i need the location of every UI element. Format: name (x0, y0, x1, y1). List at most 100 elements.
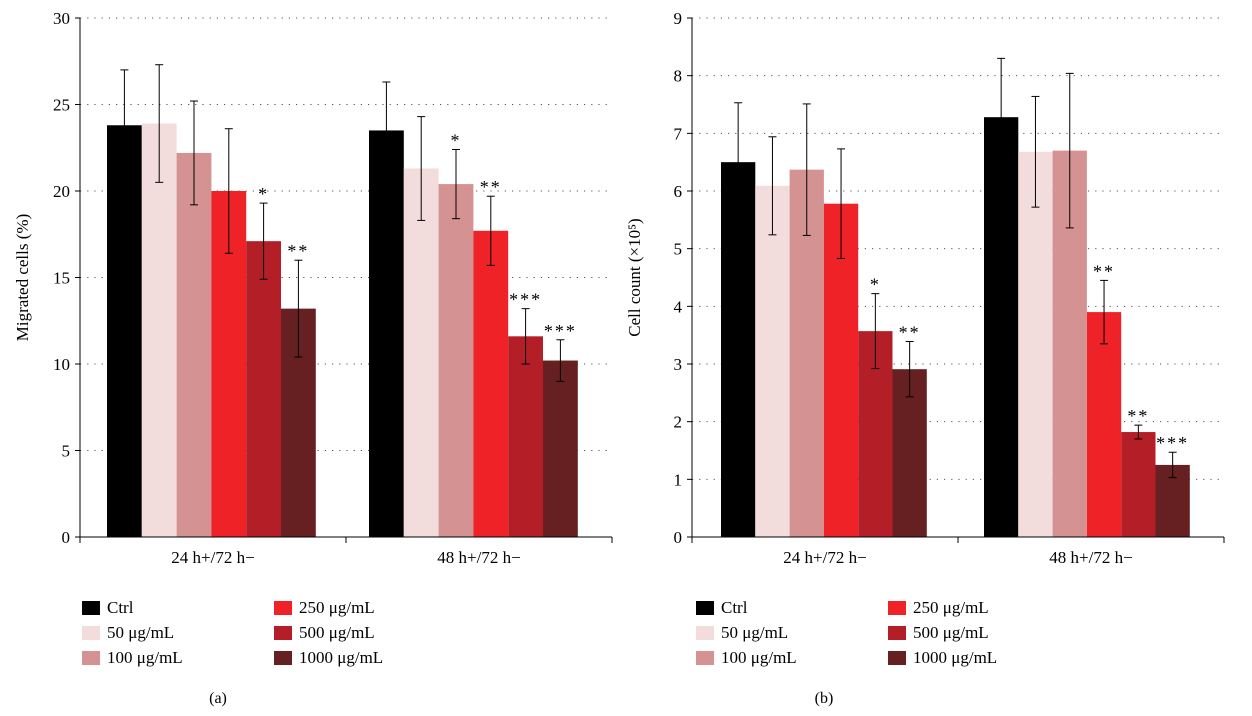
bar-a-g0-s1 (141, 123, 177, 537)
significance-label-b-g0-s5: ** (899, 323, 921, 343)
error-bar-a-g0-s5 (294, 259, 303, 358)
legend-label: 1000 μg/mL (913, 648, 998, 667)
error-bar-b-g0-s1 (768, 136, 777, 236)
bar-a-g1-s3 (473, 230, 509, 538)
legend-label: 100 μg/mL (107, 648, 183, 667)
legend-label: 500 μg/mL (299, 623, 375, 642)
y-tick-label-a-4: 20 (53, 182, 70, 201)
legend-label: 1000 μg/mL (299, 648, 384, 667)
y-tick-label-a-0: 0 (62, 528, 71, 547)
y-tick-label-b-4: 4 (674, 297, 683, 316)
legend-swatch (274, 626, 292, 640)
x-category-label-a-0: 24 h+/72 h− (171, 548, 254, 567)
legend-swatch (888, 626, 906, 640)
error-bar-b-g1-s4 (1134, 424, 1143, 440)
error-bar-a-g0-s0 (120, 69, 129, 182)
error-bar-b-g0-s2 (802, 103, 811, 236)
y-tick-label-b-5: 5 (674, 240, 683, 259)
bar-b-g1-s1 (1018, 151, 1053, 537)
legend-swatch (696, 626, 714, 640)
x-category-label-a-1: 48 h+/72 h− (437, 548, 520, 567)
error-bar-a-g0-s1 (155, 64, 164, 183)
bar-a-g1-s2 (438, 184, 474, 537)
legend-swatch (82, 601, 100, 615)
y-axis-title-b: Cell count (×10⁵) (626, 218, 644, 336)
significance-label-a-g0-s5: ** (287, 241, 309, 261)
legend-swatch (82, 626, 100, 640)
error-bar-a-g1-s5 (556, 339, 565, 382)
error-bar-b-g1-s2 (1065, 72, 1074, 229)
error-bar-a-g0-s3 (224, 128, 233, 254)
y-tick-label-b-2: 2 (674, 413, 683, 432)
legend-label: 250 μg/mL (299, 598, 375, 617)
error-bar-a-g1-s1 (417, 116, 426, 221)
error-bar-a-g1-s2 (452, 148, 460, 220)
bar-a-g0-s0 (107, 125, 142, 537)
y-tick-label-b-0: 0 (674, 528, 683, 547)
chart-panel-a: * ** * *** ** *** 0 5 10 15 20 25 30 24 h+/72 h− 48 h+… (13, 9, 613, 707)
legend-swatch (888, 651, 906, 665)
panel-caption-a: (a) (209, 690, 227, 707)
bar-b-g0-s1 (755, 185, 790, 537)
bar-b-g0-s0 (721, 162, 756, 537)
significance-label-a-g1-s4: *** (509, 290, 542, 310)
legend-label: 50 μg/mL (721, 623, 789, 642)
y-tick-label-a-3: 15 (53, 269, 70, 288)
y-tick-label-b-3: 3 (674, 355, 683, 374)
error-bar-b-g0-s4 (871, 293, 880, 370)
y-axis-title-a: Migrated cells (%) (13, 214, 32, 341)
bar-a-g1-s5 (543, 360, 578, 537)
y-tick-label-b-1: 1 (674, 470, 683, 489)
y-tick-label-b-6: 6 (674, 182, 683, 201)
legend-label: 100 μg/mL (721, 648, 797, 667)
y-tick-label-b-8: 8 (674, 67, 683, 86)
y-tick-label-b-7: 7 (674, 124, 683, 143)
x-category-label-b-1: 48 h+/72 h− (1049, 548, 1132, 567)
error-bar-b-g0-s3 (837, 148, 846, 259)
error-bar-a-g1-s4 (521, 308, 530, 365)
significance-label-a-g1-s3: ** (480, 177, 502, 197)
error-bar-a-g1-s0 (382, 81, 391, 180)
bar-a-g0-s2 (176, 152, 212, 537)
legend-swatch (696, 601, 714, 615)
legend-label: Ctrl (721, 598, 748, 617)
error-bar-b-g1-s1 (1031, 95, 1040, 208)
bar-b-g1-s0 (984, 117, 1019, 537)
bar-b-g1-s3 (1086, 312, 1122, 537)
legend-label: Ctrl (107, 598, 134, 617)
significance-label-a-g1-s5: *** (544, 321, 577, 341)
legend-swatch (274, 651, 292, 665)
y-tick-label-b-9: 9 (674, 9, 683, 28)
error-bar-a-g1-s3 (486, 195, 495, 266)
error-bar-a-g0-s2 (190, 100, 198, 206)
legend-label: 500 μg/mL (913, 623, 989, 642)
significance-label-b-g1-s5: *** (1156, 433, 1189, 453)
y-tick-label-a-6: 30 (53, 9, 70, 28)
error-bar-b-g1-s0 (997, 57, 1006, 177)
legend-swatch (274, 601, 292, 615)
error-bar-b-g1-s5 (1168, 451, 1177, 479)
error-bar-b-g0-s5 (905, 341, 914, 398)
error-bar-b-g0-s0 (734, 102, 743, 223)
y-tick-label-a-2: 10 (53, 355, 70, 374)
y-tick-label-a-5: 25 (53, 96, 70, 115)
significance-label-b-g1-s3: ** (1093, 261, 1115, 281)
error-bar-a-g0-s4 (259, 202, 268, 280)
chart-panel-b: ** * ** ** *** 0 1 2 3 4 5 6 7 8 9 24 h+/72 h− 48 h+/72 … (626, 0, 1252, 716)
legend-label: 250 μg/mL (913, 598, 989, 617)
bar-b-g0-s3 (823, 203, 859, 538)
error-bar-b-g1-s3 (1100, 279, 1109, 345)
bar-b-g1-s4 (1121, 432, 1156, 537)
significance-label-b-g1-s4: ** (1127, 406, 1149, 426)
panel-caption-b: (b) (814, 690, 834, 707)
x-category-label-b-0: 24 h+/72 h− (783, 548, 866, 567)
bar-a-g1-s1 (403, 168, 439, 537)
legend-swatch (888, 601, 906, 615)
y-tick-label-a-1: 5 (62, 442, 71, 461)
legend-swatch (696, 651, 714, 665)
significance-label-b-g0-s4: * (870, 275, 881, 295)
significance-label-a-g0-s4: * (258, 184, 269, 204)
legend-swatch (82, 651, 100, 665)
bar-a-g1-s4 (508, 336, 543, 537)
